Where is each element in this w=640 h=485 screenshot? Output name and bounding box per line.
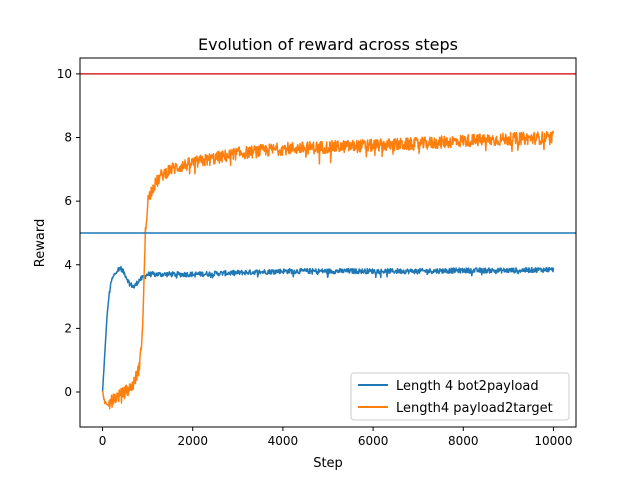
legend-label-1: Length 4 bot2payload xyxy=(396,379,539,394)
x-tick-label: 6000 xyxy=(358,434,389,448)
y-axis-label: Reward xyxy=(33,219,48,267)
legend-label-2: Length4 payload2target xyxy=(396,401,553,416)
chart-title: Evolution of reward across steps xyxy=(198,35,458,54)
y-tick-label: 2 xyxy=(64,321,72,335)
x-tick-label: 0 xyxy=(99,434,107,448)
x-axis-label: Step xyxy=(313,456,343,471)
y-tick-label: 0 xyxy=(64,385,72,399)
x-tick-label: 10000 xyxy=(534,434,572,448)
legend: Length 4 bot2payload Length4 payload2tar… xyxy=(350,372,570,421)
y-tick-label: 8 xyxy=(64,131,72,145)
plot-area xyxy=(80,73,576,410)
legend-box xyxy=(350,372,570,421)
y-tick-label: 10 xyxy=(57,67,72,81)
y-tick-label: 4 xyxy=(64,258,72,272)
axis-ticks: 0 2000 4000 6000 8000 10000 0 2 4 6 8 10 xyxy=(57,67,573,448)
y-tick-label: 6 xyxy=(64,194,72,208)
x-tick-label: 2000 xyxy=(177,434,208,448)
x-tick-label: 4000 xyxy=(268,434,299,448)
series-line-2 xyxy=(101,130,555,410)
x-tick-label: 8000 xyxy=(448,434,479,448)
plot-frame xyxy=(79,57,577,428)
series-line-1 xyxy=(101,265,555,392)
